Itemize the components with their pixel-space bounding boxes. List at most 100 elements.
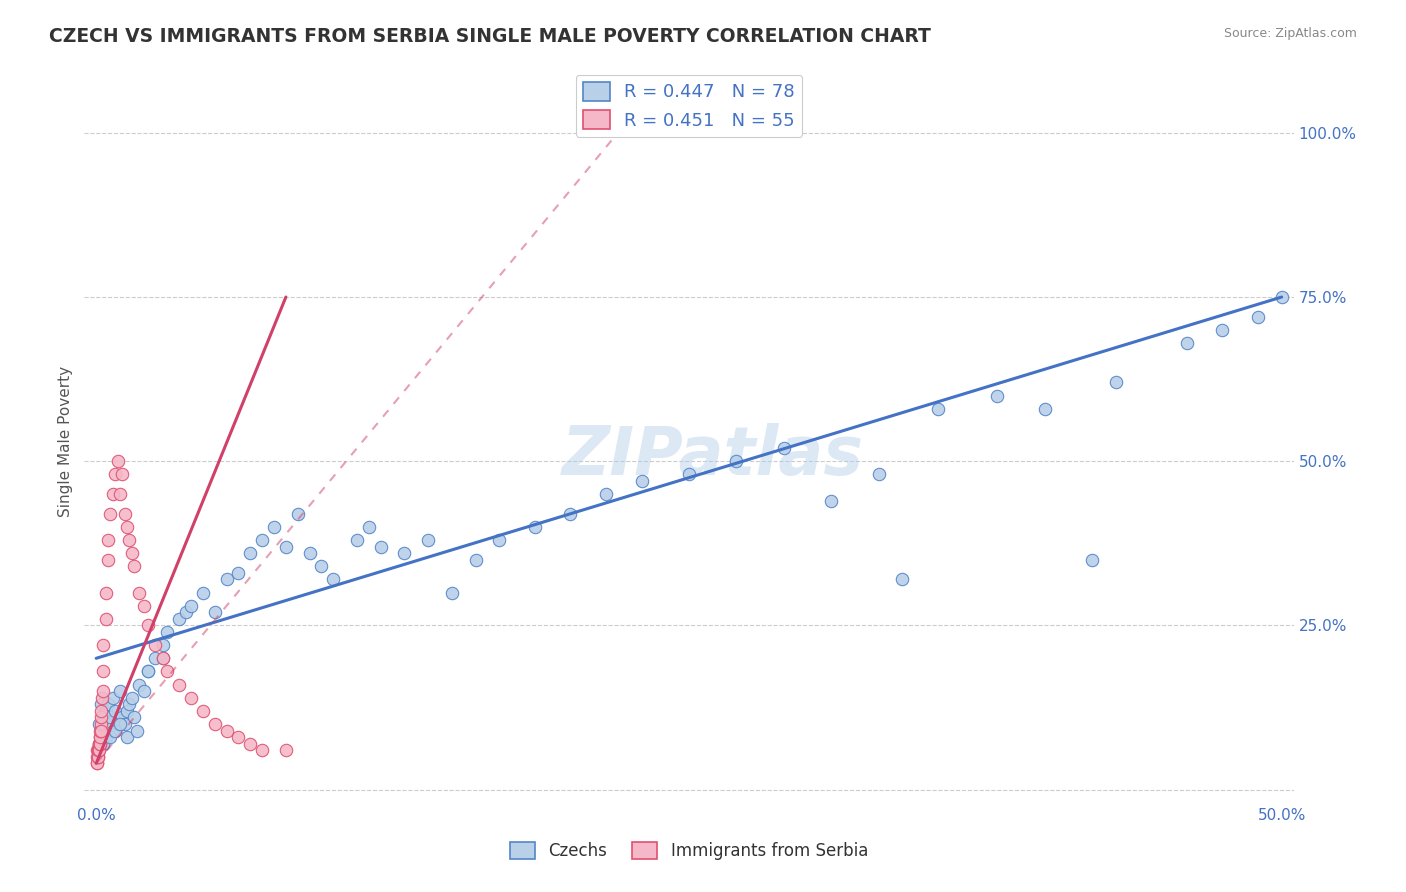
Point [101, 690, 124, 705]
Point [156, 625, 179, 640]
Point [121, 690, 143, 705]
Point [250, 533, 273, 547]
Point [180, 690, 202, 705]
Text: CZECH VS IMMIGRANTS FROM SERBIA SINGLE MALE POVERTY CORRELATION CHART: CZECH VS IMMIGRANTS FROM SERBIA SINGLE M… [49, 27, 931, 45]
Point [167, 677, 190, 691]
Point [107, 717, 129, 731]
Point [250, 743, 273, 757]
Point [87, 737, 110, 751]
Point [94, 612, 117, 626]
Point [357, 520, 380, 534]
Text: ZIPatlas: ZIPatlas [562, 423, 865, 489]
Point [239, 546, 262, 560]
Point [986, 388, 1008, 402]
Point [114, 507, 136, 521]
Point [868, 467, 890, 482]
Point [298, 546, 321, 560]
Point [86, 749, 108, 764]
Point [1033, 401, 1056, 416]
Point [91, 665, 114, 679]
Legend: Czechs, Immigrants from Serbia: Czechs, Immigrants from Serbia [503, 835, 875, 867]
Point [122, 559, 145, 574]
Point [87, 717, 110, 731]
Point [418, 533, 440, 547]
Point [87, 743, 110, 757]
Point [394, 546, 416, 560]
Point [104, 723, 127, 738]
Point [104, 467, 127, 482]
Point [370, 540, 392, 554]
Point [115, 704, 138, 718]
Point [287, 507, 309, 521]
Point [86, 756, 108, 771]
Point [87, 749, 110, 764]
Point [1105, 376, 1128, 390]
Point [114, 717, 136, 731]
Point [1211, 323, 1233, 337]
Point [108, 487, 131, 501]
Point [115, 520, 138, 534]
Point [1271, 290, 1294, 304]
Point [90, 717, 112, 731]
Point [94, 585, 117, 599]
Point [89, 723, 111, 738]
Point [311, 559, 333, 574]
Point [228, 730, 250, 744]
Point [346, 533, 368, 547]
Point [176, 605, 198, 619]
Point [107, 454, 129, 468]
Point [97, 533, 120, 547]
Point [100, 730, 122, 744]
Point [239, 737, 262, 751]
Point [772, 441, 794, 455]
Point [630, 474, 652, 488]
Point [191, 704, 214, 718]
Point [100, 507, 122, 521]
Point [215, 573, 238, 587]
Point [595, 487, 617, 501]
Point [89, 737, 111, 751]
Point [191, 585, 214, 599]
Point [101, 487, 124, 501]
Point [523, 520, 546, 534]
Point [138, 618, 160, 632]
Point [125, 723, 148, 738]
Point [89, 730, 111, 744]
Point [1081, 553, 1104, 567]
Point [725, 454, 748, 468]
Point [89, 737, 111, 751]
Point [108, 684, 131, 698]
Point [87, 749, 110, 764]
Point [91, 737, 114, 751]
Point [1247, 310, 1270, 324]
Point [90, 730, 112, 744]
Point [128, 585, 150, 599]
Point [86, 743, 108, 757]
Point [1175, 336, 1198, 351]
Point [488, 533, 510, 547]
Point [152, 638, 174, 652]
Point [97, 698, 120, 712]
Point [111, 710, 134, 724]
Point [94, 704, 117, 718]
Point [90, 723, 112, 738]
Point [121, 546, 143, 560]
Point [820, 493, 842, 508]
Point [87, 743, 110, 757]
Point [91, 737, 114, 751]
Point [100, 710, 122, 724]
Point [97, 553, 120, 567]
Point [118, 698, 141, 712]
Point [111, 467, 134, 482]
Point [215, 723, 238, 738]
Point [138, 665, 160, 679]
Point [204, 605, 226, 619]
Point [263, 520, 285, 534]
Point [228, 566, 250, 580]
Point [97, 717, 120, 731]
Point [180, 599, 202, 613]
Point [104, 704, 127, 718]
Point [122, 710, 145, 724]
Point [156, 665, 179, 679]
Point [86, 743, 108, 757]
